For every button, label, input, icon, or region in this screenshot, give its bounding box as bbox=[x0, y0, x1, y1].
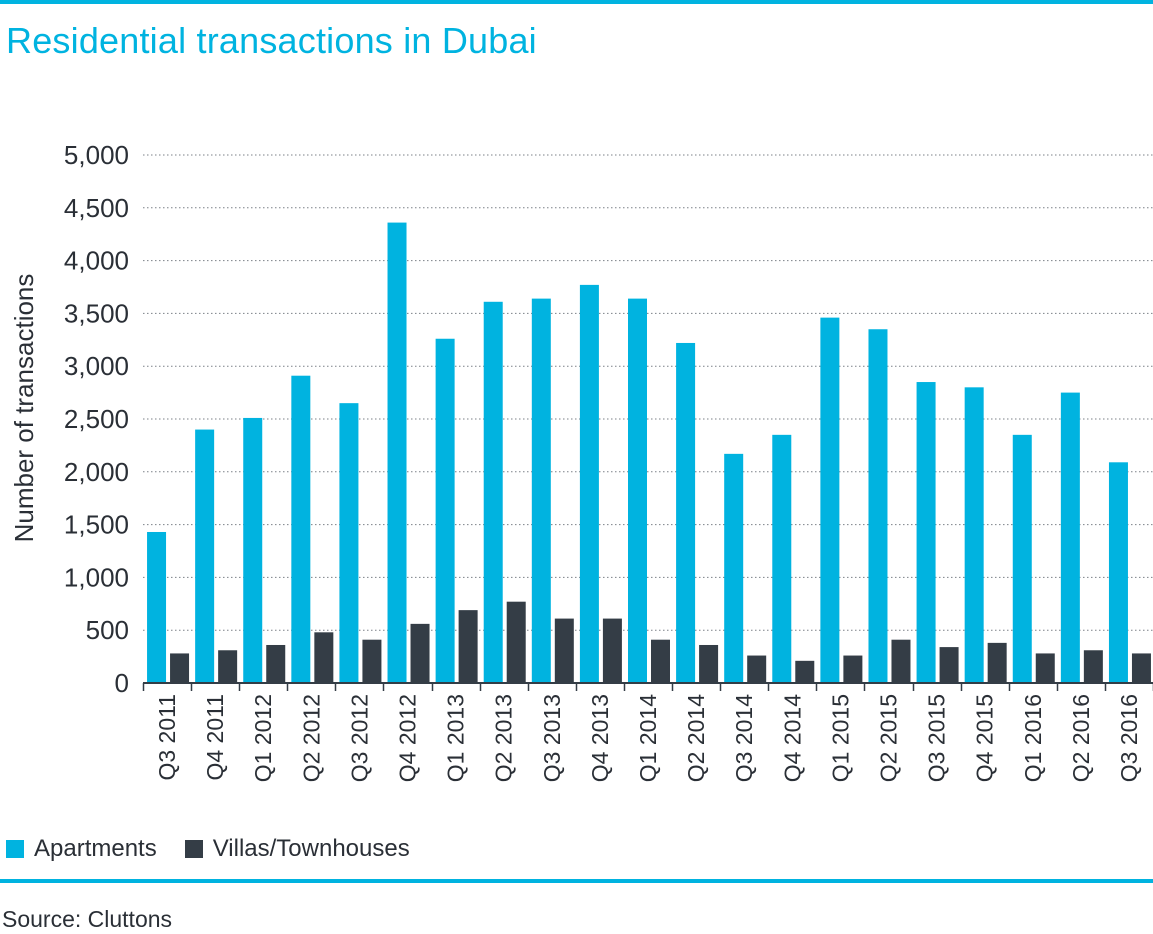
bar-apartments bbox=[387, 222, 407, 684]
bar-apartments bbox=[483, 301, 503, 683]
x-tick-label: Q2 2016 bbox=[1068, 694, 1094, 782]
bar-apartments bbox=[676, 342, 696, 683]
x-tick-label: Q4 2015 bbox=[972, 694, 998, 782]
legend: Apartments Villas/Townhouses bbox=[6, 835, 438, 863]
y-tick-label: 3,000 bbox=[64, 351, 129, 381]
bar-villas bbox=[554, 618, 574, 683]
bar-villas bbox=[747, 655, 767, 683]
x-tick-label: Q1 2014 bbox=[635, 694, 661, 782]
bar-villas bbox=[362, 639, 382, 683]
bar-apartments bbox=[916, 382, 936, 683]
chart-title: Residential transactions in Dubai bbox=[6, 20, 537, 61]
y-tick-label: 4,000 bbox=[64, 246, 129, 276]
bar-apartments bbox=[147, 531, 167, 683]
bar-villas bbox=[314, 632, 334, 683]
bar-apartments bbox=[1060, 392, 1080, 683]
x-tick-label: Q2 2013 bbox=[491, 694, 517, 782]
y-axis-label: Number of transactions bbox=[9, 274, 39, 543]
bar-villas bbox=[218, 650, 238, 683]
bar-apartments bbox=[964, 387, 984, 683]
bar-villas bbox=[1131, 653, 1151, 683]
bar-villas bbox=[651, 639, 670, 683]
bar-villas bbox=[170, 653, 190, 683]
x-tick-label: Q3 2016 bbox=[1116, 694, 1142, 782]
bar-apartments bbox=[820, 317, 840, 683]
x-tick-label: Q3 2013 bbox=[539, 694, 565, 782]
bar-apartments bbox=[724, 453, 744, 683]
bar-villas bbox=[410, 623, 430, 683]
bar-apartments bbox=[195, 429, 215, 683]
bar-chart: 0 500 1,000 1,500 2,000 2,500 3,000 3,500 4,000 4… bbox=[9, 140, 1153, 782]
bar-apartments bbox=[435, 338, 455, 683]
bar-apartments bbox=[772, 434, 792, 683]
bar-villas bbox=[987, 642, 1007, 683]
legend-item-apartments: Apartments bbox=[6, 835, 157, 863]
y-tick-label: 1,000 bbox=[64, 562, 129, 592]
x-tick-label: Q1 2016 bbox=[1020, 694, 1046, 782]
bar-villas bbox=[1035, 653, 1055, 683]
x-tick-label: Q3 2012 bbox=[346, 694, 372, 782]
legend-label-villas: Villas/Townhouses bbox=[212, 835, 410, 862]
x-tick-label: Q2 2012 bbox=[298, 694, 324, 782]
y-tick-label: 2,000 bbox=[64, 457, 129, 487]
x-tick-label: Q2 2014 bbox=[683, 694, 709, 782]
source-note: Source: Cluttons bbox=[2, 906, 173, 932]
x-tick-label: Q4 2014 bbox=[779, 694, 805, 782]
x-tick-label: Q3 2011 bbox=[154, 694, 180, 781]
y-tick-label: 0 bbox=[115, 668, 129, 698]
bar-villas bbox=[506, 601, 526, 683]
x-tick-label: Q3 2015 bbox=[924, 694, 950, 782]
bar-apartments bbox=[868, 329, 888, 683]
bar-villas bbox=[939, 647, 959, 683]
bar-villas bbox=[795, 660, 815, 683]
y-tick-label: 4,500 bbox=[64, 193, 129, 223]
x-tick-label: Q4 2013 bbox=[587, 694, 613, 782]
bar-apartments bbox=[579, 284, 599, 683]
legend-item-villas: Villas/Townhouses bbox=[184, 835, 410, 863]
bar-villas bbox=[602, 618, 622, 683]
legend-swatch-villas bbox=[184, 840, 203, 858]
top-accent-rule bbox=[0, 0, 1153, 4]
y-tick-label: 3,500 bbox=[64, 298, 129, 328]
bottom-accent-rule bbox=[0, 879, 1153, 883]
y-tick-label: 2,500 bbox=[64, 404, 129, 434]
bar-apartments bbox=[339, 403, 359, 683]
bar-villas bbox=[266, 644, 286, 683]
bar-villas bbox=[891, 639, 911, 683]
y-tick-label: 5,000 bbox=[64, 140, 129, 170]
bar-apartments bbox=[628, 298, 647, 683]
y-tick-label: 1,500 bbox=[64, 510, 129, 540]
bar-apartments bbox=[243, 417, 263, 683]
x-tick-label: Q3 2014 bbox=[731, 694, 757, 782]
bar-villas bbox=[1083, 650, 1103, 683]
x-tick-label: Q4 2012 bbox=[395, 694, 421, 782]
x-tick-label: Q4 2011 bbox=[202, 694, 228, 781]
bar-apartments bbox=[1012, 434, 1032, 683]
bar-villas bbox=[699, 644, 719, 683]
bar-villas bbox=[843, 655, 863, 683]
x-tick-label: Q1 2015 bbox=[827, 694, 853, 782]
y-tick-label: 500 bbox=[86, 615, 129, 645]
x-tick-label: Q2 2015 bbox=[875, 694, 901, 782]
legend-swatch-apartments bbox=[6, 840, 24, 858]
bar-apartments bbox=[531, 298, 551, 683]
x-tick-label: Q1 2013 bbox=[443, 694, 469, 782]
legend-label-apartments: Apartments bbox=[34, 835, 157, 862]
bar-villas bbox=[458, 610, 478, 683]
x-tick-label: Q1 2012 bbox=[250, 694, 276, 782]
bar-apartments bbox=[291, 375, 311, 683]
bar-apartments bbox=[1108, 462, 1128, 683]
